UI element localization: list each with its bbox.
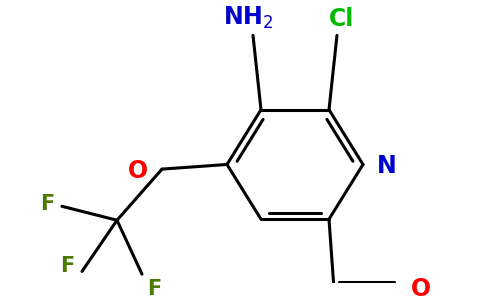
Text: F: F [60, 256, 74, 276]
Text: F: F [40, 194, 54, 214]
Text: F: F [147, 279, 161, 299]
Text: NH$_2$: NH$_2$ [223, 4, 273, 31]
Text: O: O [128, 159, 148, 183]
Text: Cl: Cl [329, 7, 355, 31]
Text: O: O [411, 277, 431, 300]
Text: N: N [377, 154, 397, 178]
